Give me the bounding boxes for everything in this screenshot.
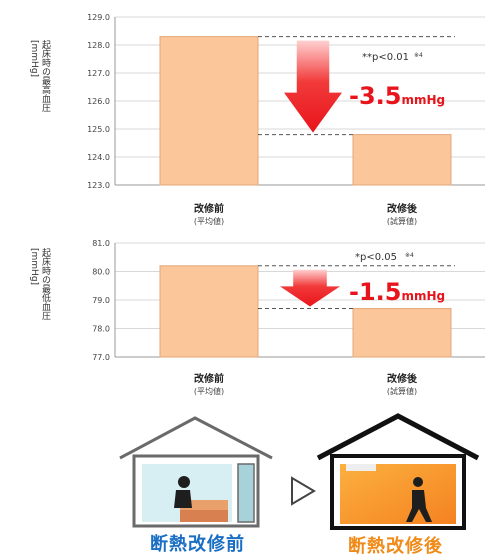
house-before-label: 断熱改修前 bbox=[150, 534, 245, 555]
chart1-category-before-label: 改修前 bbox=[194, 204, 224, 215]
y-tick-label: 123.0 bbox=[87, 181, 110, 190]
y-tick-label: 79.0 bbox=[92, 296, 110, 305]
house-after-icon bbox=[316, 413, 480, 530]
bar-after bbox=[352, 134, 452, 186]
y-tick-label: 81.0 bbox=[92, 239, 110, 248]
bar-before bbox=[159, 36, 259, 186]
chart1-ylabel: 起床時の最高血圧 [mmHg] bbox=[29, 40, 50, 112]
bar-after bbox=[352, 308, 452, 358]
significance-label: **p<0.01 bbox=[362, 52, 409, 63]
chart2-category-before-sub: (平均値) bbox=[193, 387, 225, 396]
footnote-mark: ※4 bbox=[405, 252, 414, 259]
significance-label: *p<0.05 bbox=[355, 252, 397, 263]
chart2-category-before: 改修前 (平均値) bbox=[154, 370, 264, 397]
y-tick-label: 128.0 bbox=[87, 41, 110, 50]
chart1-category-after-sub: (試算値) bbox=[386, 217, 418, 226]
y-tick-label: 78.0 bbox=[92, 325, 110, 334]
chart2-ylabel: 起床時の最低血圧 [mmHg] bbox=[29, 248, 50, 320]
y-tick-label: 77.0 bbox=[92, 353, 110, 362]
chart1-category-after: 改修後 (試算値) bbox=[347, 200, 457, 227]
y-tick-label: 127.0 bbox=[87, 69, 110, 78]
house-before-icon bbox=[119, 416, 273, 528]
y-tick-label: 125.0 bbox=[87, 125, 110, 134]
difference-value: -1.5mmHg bbox=[349, 278, 445, 306]
chart2-plot: 81.0 80.0 79.0 78.0 77.0 *p<0.05 ※4 -1.5mmHg bbox=[92, 239, 485, 362]
house-after-label: 断熱改修後 bbox=[348, 536, 443, 557]
bar-before bbox=[159, 265, 259, 358]
difference-value: -3.5mmHg bbox=[349, 82, 445, 110]
chart1-plot: 129.0 128.0 127.0 126.0 125.0 124.0 123.0 **p<0… bbox=[87, 13, 485, 190]
y-tick-label: 80.0 bbox=[92, 268, 110, 277]
chart1-category-before-sub: (平均値) bbox=[193, 217, 225, 226]
footnote-mark: ※4 bbox=[414, 52, 423, 59]
y-tick-label: 124.0 bbox=[87, 153, 110, 162]
decrease-arrow-icon bbox=[284, 40, 342, 133]
chart2-category-after-label: 改修後 bbox=[387, 374, 417, 385]
chart1-category-after-label: 改修後 bbox=[387, 204, 417, 215]
transition-arrow-icon bbox=[291, 476, 316, 506]
chart2-category-after: 改修後 (試算値) bbox=[347, 370, 457, 397]
house-illustration bbox=[119, 413, 480, 530]
chart2-category-after-sub: (試算値) bbox=[386, 387, 418, 396]
decrease-arrow-icon bbox=[280, 269, 340, 307]
y-tick-label: 126.0 bbox=[87, 97, 110, 106]
y-tick-label: 129.0 bbox=[87, 13, 110, 22]
chart1-category-before: 改修前 (平均値) bbox=[154, 200, 264, 227]
chart2-category-before-label: 改修前 bbox=[194, 374, 224, 385]
